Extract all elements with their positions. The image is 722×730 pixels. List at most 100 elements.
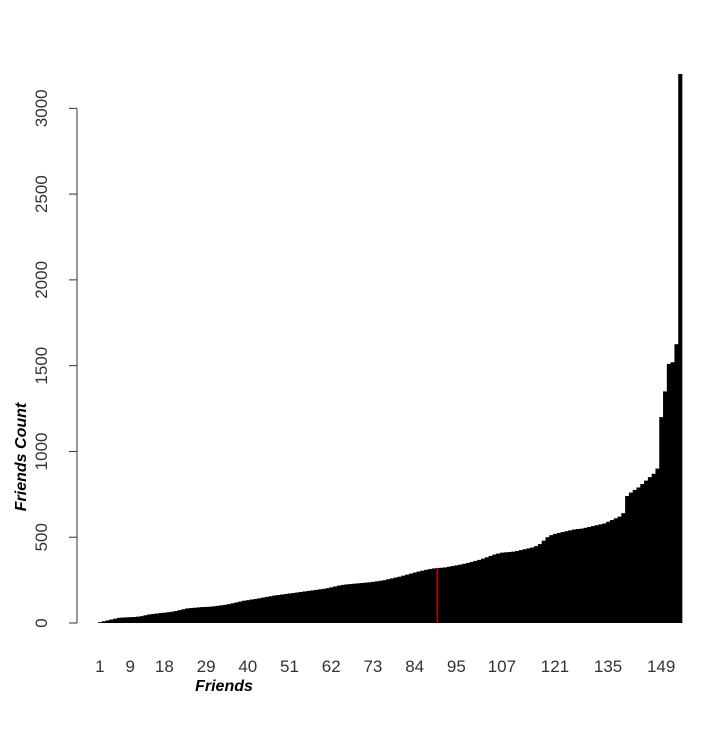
bar <box>431 568 436 623</box>
bar <box>306 590 311 623</box>
x-tick-label: 51 <box>280 657 299 676</box>
bar <box>499 552 505 623</box>
bar <box>154 613 160 623</box>
bar <box>564 531 569 623</box>
x-tick-label: 18 <box>155 657 174 676</box>
bar <box>120 617 125 623</box>
y-tick-label: 2500 <box>32 175 51 213</box>
bar <box>268 596 273 623</box>
bar <box>147 614 152 623</box>
bar <box>420 570 425 623</box>
bar <box>283 594 288 623</box>
bar <box>143 615 148 623</box>
bar <box>458 564 463 623</box>
x-tick-label: 62 <box>322 657 341 676</box>
bar <box>280 594 285 623</box>
x-tick-label: 149 <box>647 657 675 676</box>
bar <box>537 544 543 623</box>
bar <box>363 582 368 623</box>
bar <box>128 617 133 623</box>
bar <box>287 593 292 623</box>
bar <box>226 604 232 623</box>
bar <box>276 595 281 623</box>
bar <box>314 589 319 623</box>
bar <box>367 582 372 623</box>
bar <box>374 581 379 623</box>
x-tick-label: 1 <box>95 657 104 676</box>
bar <box>200 607 205 623</box>
bar <box>348 584 353 623</box>
bar <box>408 573 414 623</box>
bar <box>245 600 251 623</box>
bar <box>207 606 213 623</box>
x-tick-label: 73 <box>363 657 382 676</box>
bar <box>310 590 315 623</box>
bar <box>556 532 561 623</box>
bar <box>401 575 406 623</box>
x-tick-label: 107 <box>488 657 516 676</box>
bar <box>598 524 603 623</box>
bar <box>473 560 478 623</box>
bar <box>317 589 323 623</box>
y-tick-label: 1000 <box>32 433 51 471</box>
bar <box>416 571 421 623</box>
bar <box>393 577 398 623</box>
bar <box>196 607 201 623</box>
bar <box>613 518 618 623</box>
y-tick-label: 2000 <box>32 261 51 299</box>
y-axis: 0 500 1000 1500 2000 2500 3000 <box>32 89 78 628</box>
bar <box>644 480 649 623</box>
bar <box>477 559 482 623</box>
bars-group <box>98 74 683 624</box>
bar <box>545 537 550 623</box>
bar <box>189 608 194 623</box>
bar <box>215 605 220 623</box>
bar <box>321 588 326 623</box>
bar <box>632 490 637 623</box>
bar <box>249 599 254 623</box>
bar <box>621 513 626 623</box>
x-tick-label: 135 <box>594 657 622 676</box>
bar <box>636 487 641 623</box>
bar <box>534 546 539 623</box>
x-tick-label: 29 <box>197 657 216 676</box>
bar <box>386 579 391 623</box>
bar <box>640 484 645 623</box>
bar <box>549 535 554 623</box>
bar <box>663 391 668 623</box>
bar <box>443 567 448 623</box>
bar <box>553 533 558 623</box>
y-tick-label: 0 <box>32 618 51 627</box>
bar <box>181 609 186 623</box>
bar <box>272 595 277 623</box>
bar <box>522 549 527 623</box>
bar <box>333 586 338 623</box>
bar <box>647 477 653 623</box>
bar <box>378 580 383 623</box>
bar <box>405 574 410 623</box>
bar <box>511 551 516 623</box>
y-tick-label: 1500 <box>32 347 51 385</box>
bar <box>579 528 584 623</box>
bar <box>674 344 679 623</box>
bar <box>238 601 243 623</box>
bar <box>560 532 565 623</box>
bar <box>587 526 592 623</box>
bar <box>291 592 296 623</box>
bar <box>465 562 470 623</box>
bar <box>655 468 660 623</box>
bar <box>446 566 452 623</box>
bar <box>223 604 228 623</box>
bar <box>572 529 577 623</box>
bar <box>151 613 156 623</box>
x-tick-label: 84 <box>405 657 424 676</box>
bar <box>594 525 599 623</box>
bar <box>139 616 144 623</box>
bar <box>135 616 141 623</box>
bar <box>162 612 167 623</box>
bar <box>427 569 433 623</box>
bar <box>261 597 266 623</box>
bar <box>170 611 175 623</box>
bar <box>204 606 209 623</box>
